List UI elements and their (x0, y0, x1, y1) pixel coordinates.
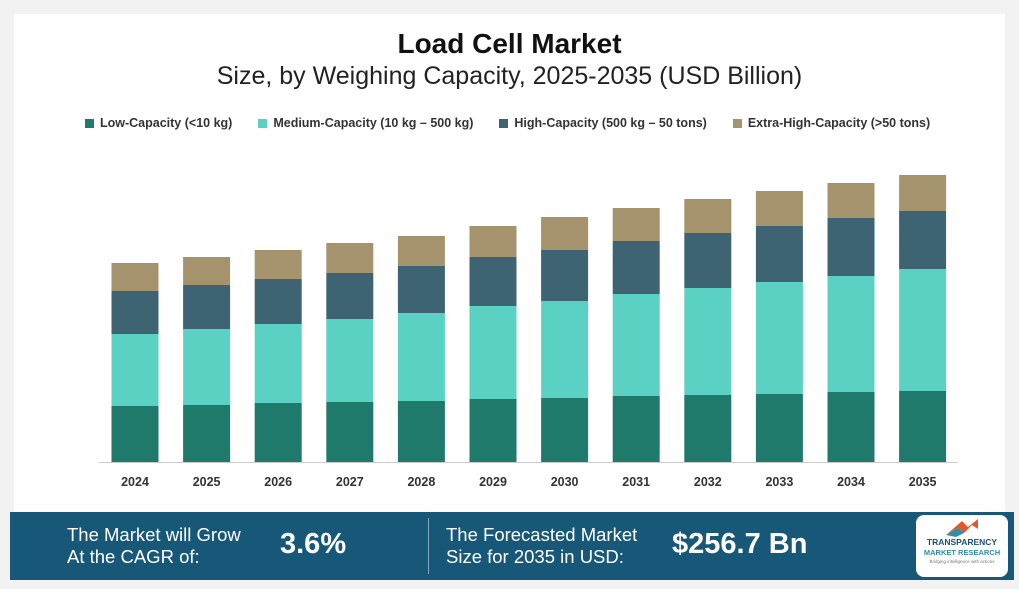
bar-extra-2026 (254, 250, 302, 279)
bar-high-2025 (183, 285, 231, 329)
logo-tagline: Bridging intelligence with actions (929, 559, 995, 564)
forecast-label-line1: The Forecasted Market (446, 524, 638, 545)
legend-swatch-medium (258, 118, 268, 128)
bar-low-2033 (755, 394, 803, 462)
stacked-bar-chart: 2024 2025 2026 2027 2028 2029 2030 2031 2032 2033… (99, 175, 958, 489)
bar-extra-2027 (326, 243, 374, 273)
legend-label-high: High-Capacity (500 kg – 50 tons) (514, 116, 707, 130)
bar-extra-2025 (183, 257, 231, 285)
bar-extra-2029 (469, 226, 517, 257)
footer-banner: The Market will Grow At the CAGR of: 3.6… (10, 512, 1014, 580)
x-tick-label-2028: 2028 (407, 475, 435, 489)
legend-swatch-low (85, 118, 94, 128)
x-tick-label-2025: 2025 (193, 475, 221, 489)
cagr-value: 3.6% (280, 528, 347, 560)
rising-arrow-icon (946, 519, 978, 537)
logo-text-line2: MARKET RESEARCH (923, 548, 1001, 557)
x-tick-label-2029: 2029 (479, 475, 507, 489)
bar-high-2027 (326, 273, 374, 319)
cagr-label-line1: The Market will Grow (67, 524, 241, 545)
bar-low-2031 (612, 396, 660, 462)
bar-extra-2033 (755, 191, 803, 226)
cagr-label-line2: At the CAGR of: (67, 546, 200, 567)
bar-extra-2035 (899, 175, 947, 211)
bar-extra-2030 (541, 217, 589, 250)
footer-divider (428, 518, 429, 574)
bar-high-2033 (755, 226, 803, 282)
bar-high-2035 (899, 211, 947, 269)
bar-medium-2028 (397, 313, 445, 401)
bar-low-2028 (397, 401, 445, 462)
chart-title: Load Cell Market (397, 28, 622, 59)
x-tick-label-2034: 2034 (837, 475, 865, 489)
bar-medium-2031 (612, 294, 660, 396)
bar-medium-2034 (827, 276, 875, 392)
legend-label-medium: Medium-Capacity (10 kg – 500 kg) (273, 116, 474, 130)
bar-low-2024 (111, 406, 159, 462)
legend: Low-Capacity (<10 kg) Medium-Capacity (1… (85, 116, 930, 130)
bar-high-2034 (827, 218, 875, 276)
bar-medium-2029 (469, 306, 517, 399)
bar-medium-2030 (541, 301, 589, 398)
x-tick-label-2035: 2035 (909, 475, 937, 489)
cagr-label: The Market will Grow At the CAGR of: (67, 524, 241, 568)
bar-high-2030 (541, 250, 589, 301)
chart-subtitle: Size, by Weighing Capacity, 2025-2035 (U… (216, 62, 803, 90)
legend-item-low: Low-Capacity (<10 kg) (85, 116, 232, 130)
bar-low-2029 (469, 399, 517, 462)
legend-swatch-high (499, 118, 509, 128)
x-tick-label-2024: 2024 (121, 475, 149, 489)
bar-high-2026 (254, 279, 302, 324)
legend-item-high: High-Capacity (500 kg – 50 tons) (499, 116, 707, 130)
bar-high-2029 (469, 257, 517, 306)
x-tick-label-2032: 2032 (694, 475, 722, 489)
bar-low-2034 (827, 392, 875, 462)
bar-low-2035 (899, 391, 947, 462)
x-tick-label-2026: 2026 (264, 475, 292, 489)
bar-high-2031 (612, 241, 660, 294)
forecast-value: $256.7 Bn (672, 528, 808, 560)
bar-medium-2033 (755, 282, 803, 394)
bar-extra-2031 (612, 208, 660, 241)
bar-extra-2024 (111, 263, 159, 291)
bar-medium-2027 (326, 319, 374, 402)
bar-extra-2032 (684, 199, 732, 233)
bar-high-2032 (684, 233, 732, 288)
bar-low-2032 (684, 395, 732, 462)
bar-medium-2024 (111, 334, 159, 406)
company-logo: TRANSPARENCY MARKET RESEARCH Bridging in… (916, 515, 1008, 577)
bar-low-2026 (254, 403, 302, 462)
bar-medium-2025 (183, 329, 231, 405)
forecast-label: The Forecasted Market Size for 2035 in U… (446, 524, 637, 568)
legend-swatch-extra (732, 118, 742, 128)
bar-extra-2034 (827, 183, 875, 218)
x-tick-label-2033: 2033 (765, 475, 793, 489)
x-tick-label-2027: 2027 (336, 475, 364, 489)
bar-medium-2035 (899, 269, 947, 391)
bar-extra-2028 (397, 236, 445, 266)
legend-label-low: Low-Capacity (<10 kg) (100, 116, 233, 130)
bar-medium-2026 (254, 324, 302, 403)
bar-low-2027 (326, 402, 374, 462)
bar-high-2024 (111, 291, 159, 334)
legend-item-medium: Medium-Capacity (10 kg – 500 kg) (258, 116, 473, 130)
x-tick-label-2030: 2030 (551, 475, 579, 489)
forecast-label-line2: Size for 2035 in USD: (446, 546, 624, 567)
bar-low-2025 (183, 405, 231, 462)
bar-medium-2032 (684, 288, 732, 395)
x-tick-label-2031: 2031 (622, 475, 650, 489)
logo-text-line1: TRANSPARENCY (926, 537, 998, 547)
bar-high-2028 (397, 266, 445, 313)
legend-label-extra: Extra-High-Capacity (>50 tons) (747, 116, 931, 130)
bar-low-2030 (541, 398, 589, 462)
legend-item-extra: Extra-High-Capacity (>50 tons) (732, 116, 931, 130)
